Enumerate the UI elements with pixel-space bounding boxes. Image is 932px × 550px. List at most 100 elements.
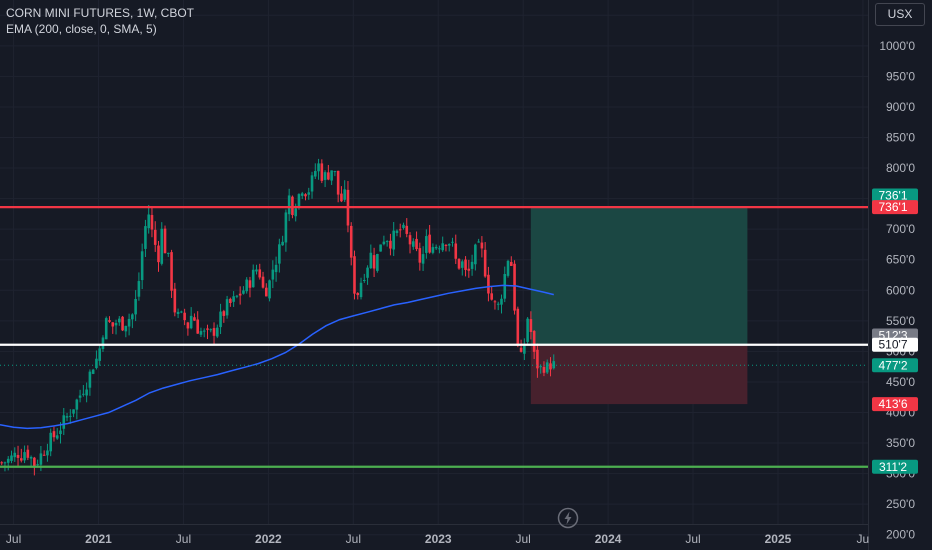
candle-body <box>225 299 229 316</box>
candle-body <box>101 337 105 350</box>
candle-body <box>26 449 30 458</box>
ema-line <box>0 284 554 430</box>
x-tick-label: Jul <box>516 532 531 546</box>
candle-body <box>222 311 226 316</box>
candle-body <box>317 163 320 172</box>
candle-body <box>474 244 477 265</box>
candle-body <box>104 318 108 340</box>
x-tick-label: Ju <box>857 532 870 546</box>
candle-body <box>186 322 190 329</box>
candle-body <box>160 228 164 264</box>
x-tick-label: Jul <box>6 532 21 546</box>
candle-body <box>278 244 281 264</box>
candle-body <box>359 282 363 298</box>
y-tick-label: 800'0 <box>886 161 915 175</box>
candle-body <box>310 175 314 192</box>
candle-body <box>85 389 88 396</box>
candle-body <box>153 229 157 245</box>
candle-body <box>313 170 317 177</box>
candle-body <box>13 452 17 458</box>
candle-body <box>376 253 379 271</box>
position-loss-zone <box>530 344 748 405</box>
candle-body <box>268 280 271 299</box>
candle-body <box>483 249 487 277</box>
candle-body <box>552 361 556 369</box>
candle-body <box>411 241 415 247</box>
y-tick-label: 250'0 <box>886 497 915 511</box>
candle-body <box>333 171 337 173</box>
candle-body <box>284 212 288 243</box>
y-tick-label: 350'0 <box>886 436 915 450</box>
price-label-bg <box>872 188 918 203</box>
candle-body <box>176 311 180 314</box>
candle-body <box>196 319 199 334</box>
x-tick-label: Jul <box>346 532 361 546</box>
candle-body <box>114 323 118 326</box>
candle-body <box>212 328 216 336</box>
candle-body <box>111 322 115 327</box>
candle-body <box>421 254 425 264</box>
candle-body <box>127 318 131 327</box>
candle-body <box>385 241 389 243</box>
candle-body <box>117 318 121 323</box>
candle-body <box>340 193 343 202</box>
y-tick-label: 450'0 <box>886 375 915 389</box>
candle-body <box>163 228 167 254</box>
ema-indicator-label[interactable]: EMA (200, close, 0, SMA, 5) <box>6 22 157 36</box>
candle-body <box>124 325 128 332</box>
price-label-bg <box>872 337 918 352</box>
candle-body <box>166 252 170 254</box>
candle-body <box>150 215 154 230</box>
candle-body <box>264 287 268 297</box>
candle-body <box>549 363 552 370</box>
candle-body <box>532 331 536 352</box>
tradingview-lightning-icon[interactable] <box>557 507 579 529</box>
candle-body <box>330 170 333 181</box>
candle-body <box>95 358 98 369</box>
candle-body <box>232 296 235 302</box>
candle-body <box>503 274 507 299</box>
candle-body <box>447 244 451 246</box>
candle-body <box>6 458 10 463</box>
candle-body <box>3 462 7 464</box>
candle-body <box>526 318 529 342</box>
y-tick-label: 600'0 <box>886 283 915 297</box>
candle-body <box>23 452 26 461</box>
candle-body <box>431 247 435 253</box>
currency-button[interactable]: USX <box>875 3 925 26</box>
candle-body <box>183 312 186 321</box>
x-tick-label: 2023 <box>425 532 452 546</box>
candle-body <box>500 298 503 305</box>
price-label: 477'2 <box>879 358 908 372</box>
candle-body <box>78 395 82 398</box>
candle-body <box>372 255 376 269</box>
candle-body <box>91 369 95 374</box>
symbol-title[interactable]: CORN MINI FUTURES, 1W, CBOT <box>6 6 195 20</box>
candle-body <box>425 236 428 253</box>
price-label: 736'1 <box>879 200 908 214</box>
candle-body <box>539 366 542 368</box>
candle-body <box>349 225 353 258</box>
candle-body <box>16 454 20 458</box>
x-tick-label: Jul <box>176 532 191 546</box>
candle-body <box>336 170 340 195</box>
candle-body <box>42 454 46 456</box>
candle-body <box>202 330 206 332</box>
y-tick-label: 650'0 <box>886 253 915 267</box>
price-label: 510'7 <box>879 338 908 352</box>
candle-body <box>542 366 546 373</box>
candle-body <box>408 235 412 245</box>
candle-body <box>513 263 516 311</box>
candle-body <box>291 196 294 216</box>
candle-body <box>418 248 422 263</box>
candle-body <box>121 316 124 331</box>
y-tick-label: 950'0 <box>886 69 915 83</box>
candle-body <box>300 193 304 196</box>
candle-body <box>392 230 395 250</box>
candle-body <box>36 464 39 466</box>
x-tick-label: 2025 <box>765 532 792 546</box>
candle-body <box>72 409 75 414</box>
candle-body <box>297 194 301 207</box>
